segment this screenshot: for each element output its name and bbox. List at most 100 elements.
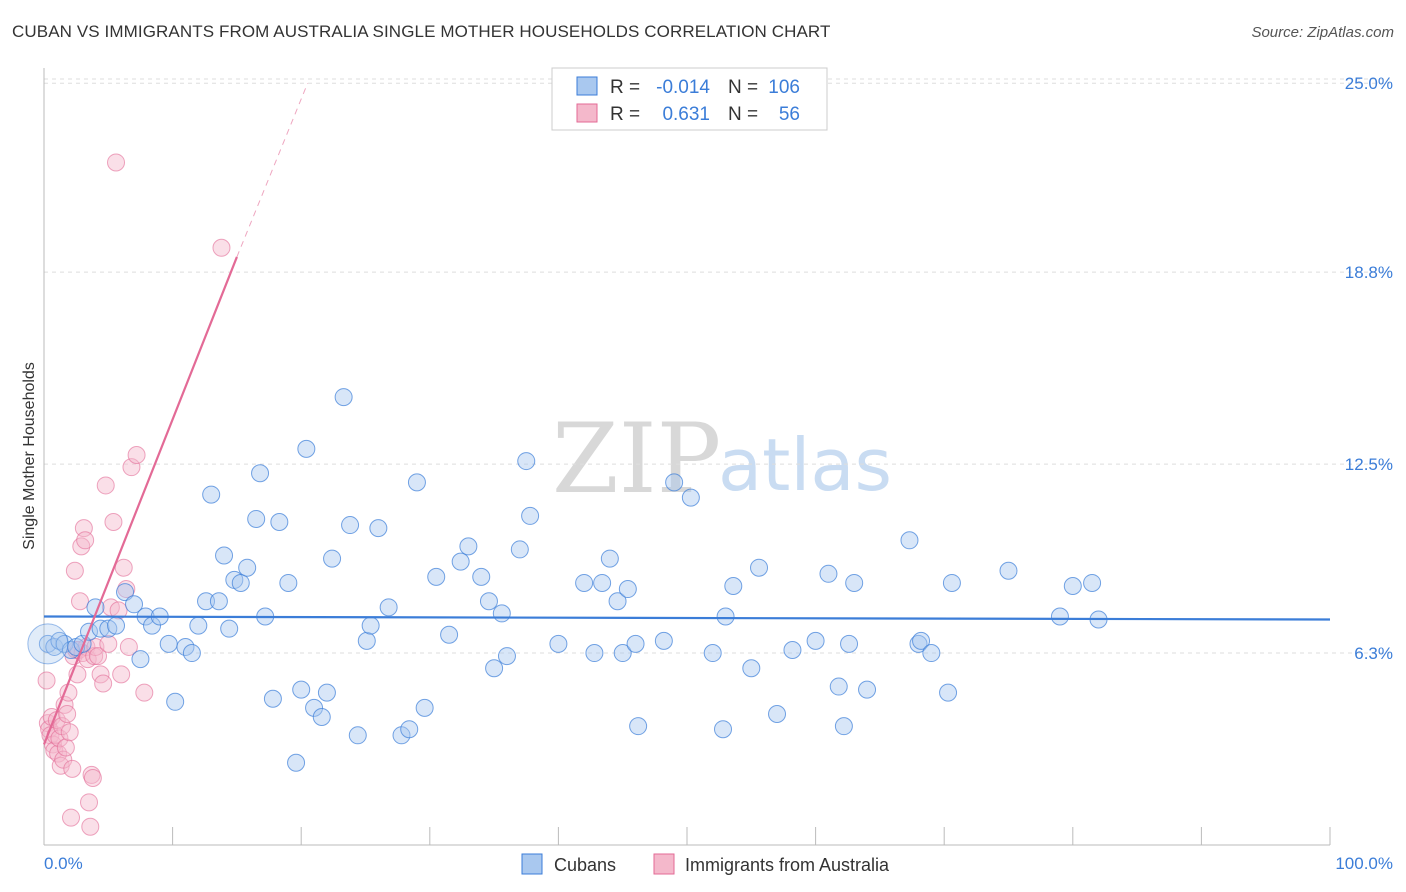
data-point-cubans (251, 464, 270, 483)
data-point-cubans (922, 644, 941, 663)
data-point-cubans (783, 640, 802, 659)
data-point-cubans (742, 659, 761, 678)
data-point-cubans (472, 567, 491, 586)
data-point-australia (58, 704, 77, 723)
data-point-cubans (317, 683, 336, 702)
data-point-australia (56, 738, 75, 757)
data-point-cubans (91, 619, 110, 638)
data-point-cubans (440, 625, 459, 644)
data-point-australia (107, 153, 126, 172)
data-point-cubans (1083, 573, 1102, 592)
data-point-cubans (357, 631, 376, 650)
data-point-cubans (125, 595, 144, 614)
data-point-cubans (305, 698, 324, 717)
data-point-australia (96, 476, 115, 495)
data-point-cubans (819, 564, 838, 583)
data-point-cubans (209, 592, 228, 611)
data-point-cubans (654, 631, 673, 650)
x-tick-label-start: 0.0% (44, 854, 83, 873)
data-point-cubans (485, 659, 504, 678)
data-point-australia (135, 683, 154, 702)
data-point-cubans (1063, 577, 1082, 595)
data-point-cubans (189, 616, 208, 635)
data-point-cubans (510, 540, 529, 559)
data-point-cubans (238, 558, 257, 577)
legend-n-label-1: N = (728, 77, 758, 98)
data-point-cubans (750, 558, 769, 577)
data-point-cubans (858, 680, 877, 699)
data-point-cubans (107, 616, 126, 635)
watermark-atlas: atlas (718, 423, 892, 507)
data-point-cubans (613, 644, 632, 663)
data-point-australia (80, 793, 99, 812)
data-point-cubans (292, 680, 311, 699)
data-point-cubans (263, 689, 282, 708)
legend-r-label-1: R = (610, 77, 640, 98)
data-point-cubans (600, 549, 619, 568)
data-point-cubans (231, 573, 250, 592)
legend-top: R = -0.014 N = 106 R = 0.631 N = 56 (551, 67, 828, 131)
data-point-cubans (665, 473, 684, 492)
data-point-cubans (415, 698, 434, 717)
data-point-cubans (182, 644, 201, 663)
data-point-cubans (681, 488, 700, 507)
data-point-australia (82, 765, 101, 784)
data-point-cubans (608, 592, 627, 611)
data-point-australia (127, 445, 146, 464)
data-point-cubans (451, 552, 470, 571)
data-point-cubans (369, 519, 388, 538)
data-point-australia (83, 768, 102, 787)
data-point-cubans (714, 720, 733, 739)
data-point-australia (65, 561, 84, 580)
data-point-cubans (618, 580, 637, 599)
data-point-cubans (348, 726, 367, 745)
data-point-cubans (62, 640, 81, 659)
data-point-australia (109, 601, 128, 620)
legend-bottom-swatch-australia (653, 853, 675, 875)
legend-n-value-1: 106 (768, 77, 800, 98)
data-point-cubans (909, 634, 928, 653)
data-point-cubans (716, 607, 735, 626)
data-point-cubans (479, 592, 498, 611)
data-point-cubans (312, 708, 331, 727)
data-point-cubans (497, 647, 516, 666)
trend-line-australia (42, 256, 238, 745)
legend-swatch-blue (576, 76, 598, 96)
data-point-australia (81, 817, 100, 836)
data-point-australia (71, 592, 90, 611)
x-tick-label-end: 100.0% (1335, 854, 1393, 873)
y-axis-label: Single Mother Households (21, 362, 38, 550)
data-point-cubans (806, 631, 825, 650)
data-point-cubans (939, 683, 958, 702)
data-point-australia (37, 671, 56, 690)
data-point-cubans (334, 388, 353, 407)
legend-bottom-label-cubans: Cubans (554, 855, 616, 875)
y-tick-label: 6.3% (1354, 644, 1393, 663)
trend-lines (42, 83, 1331, 745)
data-point-cubans (1050, 607, 1069, 626)
data-point-cubans (197, 592, 216, 611)
data-point-cubans (845, 573, 864, 592)
data-point-cubans (724, 577, 743, 595)
data-point-cubans (829, 677, 848, 696)
data-point-australia (112, 665, 131, 684)
legend-r-value-2: 0.631 (662, 104, 710, 125)
data-point-australia (114, 558, 133, 577)
data-point-cubans (323, 549, 342, 568)
data-point-cubans (999, 561, 1018, 580)
data-point-cubans (549, 634, 568, 653)
data-point-cubans (459, 537, 478, 556)
data-point-cubans (703, 644, 722, 663)
data-point-australia (122, 458, 141, 477)
y-tick-label: 25.0% (1345, 74, 1393, 93)
data-point-cubans (131, 650, 150, 669)
data-point-cubans (585, 644, 604, 663)
data-point-cubans (517, 452, 536, 471)
data-point-cubans (287, 753, 306, 772)
data-point-cubans (202, 485, 221, 504)
data-point-cubans (768, 704, 787, 723)
data-point-australia (104, 513, 123, 532)
data-point-australia (99, 634, 118, 653)
data-point-cubans (400, 720, 419, 739)
